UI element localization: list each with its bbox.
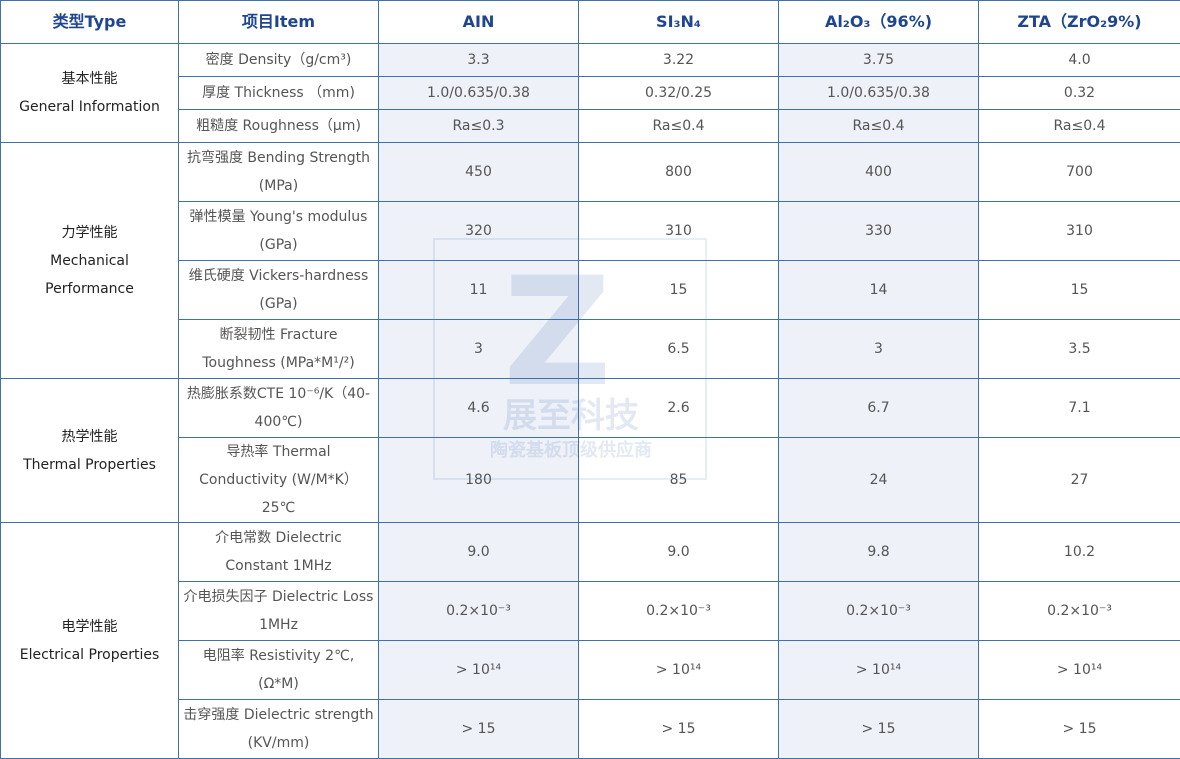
- value-cell: 7.1: [979, 379, 1180, 438]
- value-cell: 3.5: [979, 320, 1180, 379]
- value-cell: Ra≤0.4: [979, 110, 1180, 143]
- header-material: SI₃N₄: [579, 1, 779, 44]
- value-cell: 320: [379, 202, 579, 261]
- item-cell: 弹性模量 Young's modulus (GPa): [179, 202, 379, 261]
- value-cell: 15: [579, 261, 779, 320]
- value-cell: > 15: [979, 700, 1180, 759]
- item-cell: 击穿强度 Dielectric strength (KV/mm): [179, 700, 379, 759]
- header-material: ZTA（ZrO₂9%): [979, 1, 1180, 44]
- item-cell: 维氏硬度 Vickers-hardness (GPa): [179, 261, 379, 320]
- header-item: 项目Item: [179, 1, 379, 44]
- header-type: 类型Type: [1, 1, 179, 44]
- value-cell: 0.2×10⁻³: [779, 582, 979, 641]
- value-cell: > 10¹⁴: [379, 641, 579, 700]
- value-cell: 310: [579, 202, 779, 261]
- value-cell: 85: [579, 438, 779, 523]
- value-cell: 6.5: [579, 320, 779, 379]
- value-cell: 24: [779, 438, 979, 523]
- value-cell: > 10¹⁴: [579, 641, 779, 700]
- value-cell: 3.22: [579, 44, 779, 77]
- item-cell: 粗糙度 Roughness（μm): [179, 110, 379, 143]
- value-cell: 1.0/0.635/0.38: [379, 77, 579, 110]
- value-cell: 800: [579, 143, 779, 202]
- value-cell: 0.2×10⁻³: [979, 582, 1180, 641]
- value-cell: 180: [379, 438, 579, 523]
- value-cell: 3.3: [379, 44, 579, 77]
- item-cell: 断裂韧性 Fracture Toughness (MPa*M¹/²): [179, 320, 379, 379]
- header-row: 类型Type 项目Item AIN SI₃N₄ Al₂O₃（96%) ZTA（Z…: [1, 1, 1180, 44]
- value-cell: 9.0: [379, 523, 579, 582]
- category-label-cn: 电学性能: [5, 613, 174, 641]
- value-cell: 3: [779, 320, 979, 379]
- value-cell: 9.8: [779, 523, 979, 582]
- item-cell: 电阻率 Resistivity 2℃, (Ω*M): [179, 641, 379, 700]
- item-cell: 厚度 Thickness （mm): [179, 77, 379, 110]
- value-cell: 3: [379, 320, 579, 379]
- value-cell: 10.2: [979, 523, 1180, 582]
- category-label-cn: 基本性能: [5, 65, 174, 93]
- value-cell: 27: [979, 438, 1180, 523]
- item-cell: 导热率 Thermal Conductivity (W/M*K）25℃: [179, 438, 379, 523]
- value-cell: 330: [779, 202, 979, 261]
- item-cell: 介电常数 Dielectric Constant 1MHz: [179, 523, 379, 582]
- category-label-en: General Information: [5, 93, 174, 121]
- value-cell: 0.2×10⁻³: [379, 582, 579, 641]
- item-cell: 介电损失因子 Dielectric Loss 1MHz: [179, 582, 379, 641]
- value-cell: 4.0: [979, 44, 1180, 77]
- value-cell: 9.0: [579, 523, 779, 582]
- header-material: AIN: [379, 1, 579, 44]
- value-cell: Ra≤0.3: [379, 110, 579, 143]
- item-cell: 密度 Density（g/cm³): [179, 44, 379, 77]
- category-label-cn: 热学性能: [5, 423, 174, 451]
- value-cell: > 15: [379, 700, 579, 759]
- value-cell: 4.6: [379, 379, 579, 438]
- header-material: Al₂O₃（96%): [779, 1, 979, 44]
- value-cell: 1.0/0.635/0.38: [779, 77, 979, 110]
- value-cell: > 15: [579, 700, 779, 759]
- value-cell: 6.7: [779, 379, 979, 438]
- value-cell: 450: [379, 143, 579, 202]
- category-label-cn: 力学性能: [5, 219, 174, 247]
- value-cell: 15: [979, 261, 1180, 320]
- item-cell: 抗弯强度 Bending Strength (MPa): [179, 143, 379, 202]
- value-cell: 0.32: [979, 77, 1180, 110]
- value-cell: > 10¹⁴: [779, 641, 979, 700]
- category-label-en: Electrical Properties: [5, 641, 174, 669]
- value-cell: 11: [379, 261, 579, 320]
- value-cell: 700: [979, 143, 1180, 202]
- value-cell: 0.32/0.25: [579, 77, 779, 110]
- value-cell: > 10¹⁴: [979, 641, 1180, 700]
- value-cell: 14: [779, 261, 979, 320]
- value-cell: 0.2×10⁻³: [579, 582, 779, 641]
- value-cell: > 15: [779, 700, 979, 759]
- value-cell: Ra≤0.4: [779, 110, 979, 143]
- value-cell: Ra≤0.4: [579, 110, 779, 143]
- value-cell: 310: [979, 202, 1180, 261]
- value-cell: 3.75: [779, 44, 979, 77]
- category-label-en: Mechanical Performance: [5, 247, 174, 303]
- value-cell: 2.6: [579, 379, 779, 438]
- category-label-en: Thermal Properties: [5, 451, 174, 479]
- item-cell: 热膨胀系数CTE 10⁻⁶/K（40-400℃): [179, 379, 379, 438]
- value-cell: 400: [779, 143, 979, 202]
